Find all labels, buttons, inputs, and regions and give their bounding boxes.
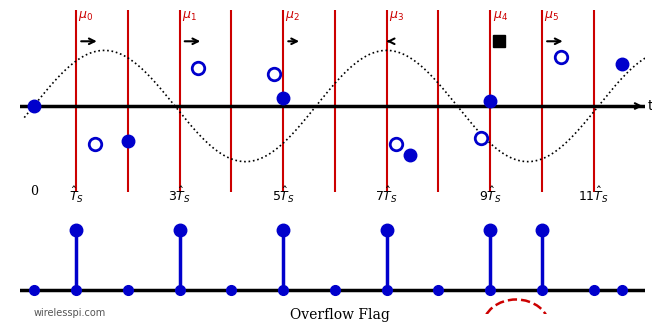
Text: t: t [648, 99, 652, 113]
Text: $9\hat{T}_S$: $9\hat{T}_S$ [479, 185, 501, 205]
Text: $3\hat{T}_S$: $3\hat{T}_S$ [168, 185, 191, 205]
Text: $\hat{T}_S$: $\hat{T}_S$ [68, 185, 83, 205]
Text: wirelesspi.com: wirelesspi.com [34, 308, 106, 318]
Text: $\mu_0$: $\mu_0$ [78, 9, 93, 23]
Text: $\mu_3$: $\mu_3$ [389, 9, 404, 23]
Text: $5\hat{T}_S$: $5\hat{T}_S$ [272, 185, 295, 205]
Text: $\mu_4$: $\mu_4$ [492, 9, 508, 23]
Text: $\mu_5$: $\mu_5$ [544, 9, 559, 23]
Text: $7\hat{T}_S$: $7\hat{T}_S$ [375, 185, 398, 205]
Text: $11\hat{T}_S$: $11\hat{T}_S$ [578, 185, 609, 205]
Text: $\mu_2$: $\mu_2$ [286, 9, 300, 23]
Text: $\mu_1$: $\mu_1$ [182, 9, 197, 23]
Text: 0: 0 [30, 185, 38, 198]
Text: Overflow Flag: Overflow Flag [289, 308, 389, 322]
